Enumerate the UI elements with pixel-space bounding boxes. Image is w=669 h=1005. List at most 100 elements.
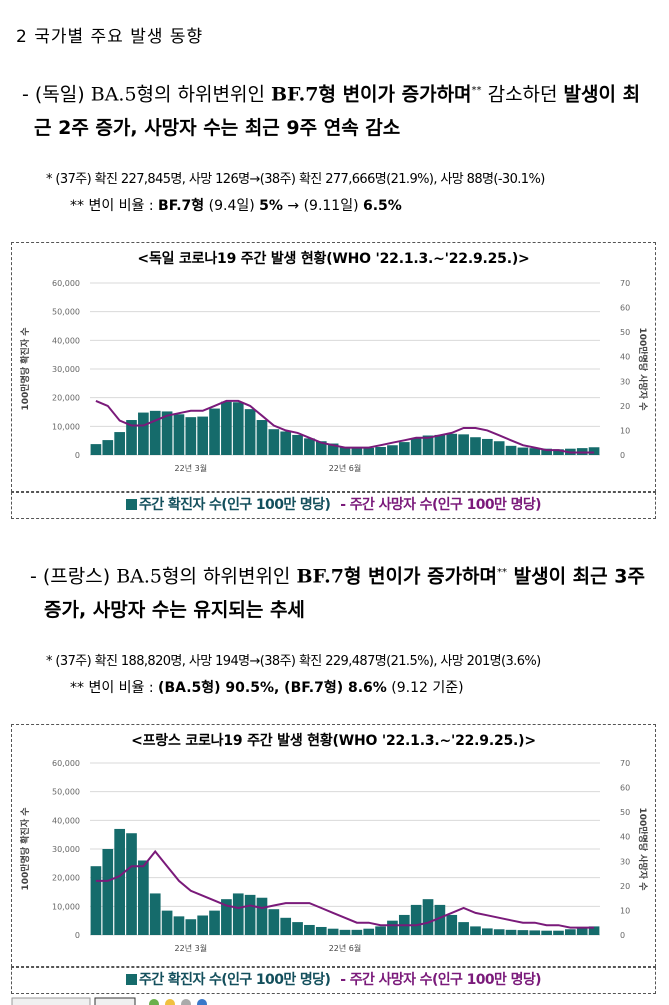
x-tick-label: 22년 6월 [329, 463, 362, 473]
y2-tick-label: 30 [620, 377, 630, 386]
bar [375, 446, 386, 455]
y2-tick-label: 40 [620, 833, 630, 842]
x-tick-label: 22년 3월 [175, 463, 208, 473]
bar [268, 429, 280, 455]
toolbar-tab [11, 997, 91, 1005]
legend-deaths: - 주간 사망자 수(인구 100만 명당) [340, 497, 541, 513]
germany-note2: ** 변이 비율 : BF.7형 (9.4일) 5% → (9.11일) 6.5… [70, 195, 402, 215]
bar [351, 448, 363, 455]
bar [256, 897, 268, 935]
bar [149, 893, 161, 935]
bar [138, 412, 149, 455]
bar [588, 926, 600, 935]
bar [434, 434, 446, 455]
bar [327, 928, 339, 935]
germany-summary: - (독일) BA.5형의 하위변위인 BF.7형 변이가 증가하며** 감소하… [22, 74, 662, 145]
france-note2-rest: (9.12 기준) [386, 680, 464, 696]
y-tick-label: 50,000 [52, 788, 80, 797]
bar [221, 401, 232, 455]
y-tick-label: 40,000 [52, 336, 80, 345]
france-chart-title: <프랑스 코로나19 주간 발생 현황(WHO '22.1.3.~'22.9.2… [131, 733, 536, 749]
x-tick-label: 22년 3월 [175, 943, 208, 953]
bar [517, 447, 529, 455]
bar [244, 409, 256, 455]
bar [375, 926, 386, 935]
bar [292, 434, 303, 455]
germany-note2-mid: (9.4일) [204, 198, 260, 214]
bar [185, 417, 197, 455]
y2-axis-label: 100만명당 사망자 수 [637, 807, 649, 890]
bar [173, 916, 185, 935]
bar [363, 928, 375, 935]
y-tick-label: 20,000 [52, 394, 80, 403]
france-line2: 증가, 사망자 수는 유지되는 추세 [44, 599, 305, 622]
bar [470, 926, 481, 935]
y2-tick-label: 30 [620, 857, 630, 866]
bar [529, 448, 541, 455]
france-prefix: - (프랑스) [30, 565, 117, 588]
legend-deaths: - 주간 사망자 수(인구 100만 명당) [340, 972, 541, 988]
germany-sup: ** [471, 85, 482, 96]
y-tick-label: 40,000 [52, 816, 80, 825]
bar [458, 434, 469, 455]
france-sup: ** [497, 567, 508, 578]
bar [209, 408, 220, 455]
bar [446, 433, 458, 455]
bar [493, 929, 505, 935]
bar [138, 860, 149, 935]
y-axis-label: 100만명당 확진자 수 [19, 327, 31, 410]
y2-tick-label: 10 [620, 426, 630, 435]
france-note2-prefix: ** 변이 비율 : [70, 680, 159, 696]
toolbar-button[interactable] [94, 997, 136, 1005]
yellow-circle-icon [165, 999, 175, 1005]
bar [446, 914, 458, 935]
bar [470, 437, 481, 455]
y-tick-label: 60,000 [52, 759, 80, 768]
legend-cases-label: 주간 확진자 수(인구 100만 명당) [139, 497, 331, 513]
bar [505, 445, 517, 455]
y-tick-label: 30,000 [52, 845, 80, 854]
france-chart: 0 10,000 20,000 30,000 40,000 50,000 60,000 0 10… [19, 759, 649, 953]
germany-note2-bold: BF.7형 [158, 198, 205, 214]
bar [304, 924, 315, 935]
y2-axis-label: 100만명당 사망자 수 [637, 327, 649, 410]
bar [458, 922, 469, 935]
bar [268, 909, 280, 935]
y-tick-label: 0 [75, 931, 80, 940]
bar [221, 899, 232, 935]
bar [493, 441, 505, 455]
france-note2-bold: (BA.5형) 90.5%, (BF.7형) 8.6% [158, 680, 387, 696]
y2-tick-label: 50 [620, 328, 630, 337]
bar [529, 930, 541, 935]
germany-bold: BF.7형 변이가 증가하며 [271, 83, 472, 106]
germany-chart-box: <독일 코로나19 주간 발생 현황(WHO '22.1.3.~'22.9.25… [11, 242, 656, 492]
bar [398, 442, 410, 455]
bar [102, 849, 114, 935]
germany-rest: 감소하던 [481, 83, 564, 106]
france-bold: BF.7형 변이가 증가하며 [296, 565, 498, 588]
bar [339, 929, 351, 935]
y2-tick-label: 0 [620, 931, 625, 940]
germany-note2-val2: 6.5% [363, 198, 402, 214]
y2-tick-label: 70 [620, 279, 630, 288]
x-tick-label: 22년 6월 [329, 943, 362, 953]
y-axis-label: 100만명당 확진자 수 [19, 807, 31, 890]
bar [481, 928, 493, 935]
legend-cases: 주간 확진자 수(인구 100만 명당) [126, 497, 331, 513]
bar [244, 894, 256, 935]
bar [363, 447, 375, 455]
bar [541, 448, 552, 455]
bar [280, 917, 292, 935]
legend-cases-label: 주간 확진자 수(인구 100만 명당) [139, 972, 331, 988]
bar [315, 441, 327, 455]
bar [114, 432, 125, 455]
bar [126, 833, 137, 935]
y2-tick-label: 70 [620, 759, 630, 768]
bar [102, 440, 114, 455]
bar [339, 446, 351, 455]
bottom-toolbar-strip [11, 997, 207, 1005]
bar [114, 828, 125, 935]
y-tick-label: 60,000 [52, 279, 80, 288]
y2-tick-label: 60 [620, 304, 630, 313]
france-chart-box: <프랑스 코로나19 주간 발생 현황(WHO '22.1.3.~'22.9.2… [11, 724, 656, 967]
